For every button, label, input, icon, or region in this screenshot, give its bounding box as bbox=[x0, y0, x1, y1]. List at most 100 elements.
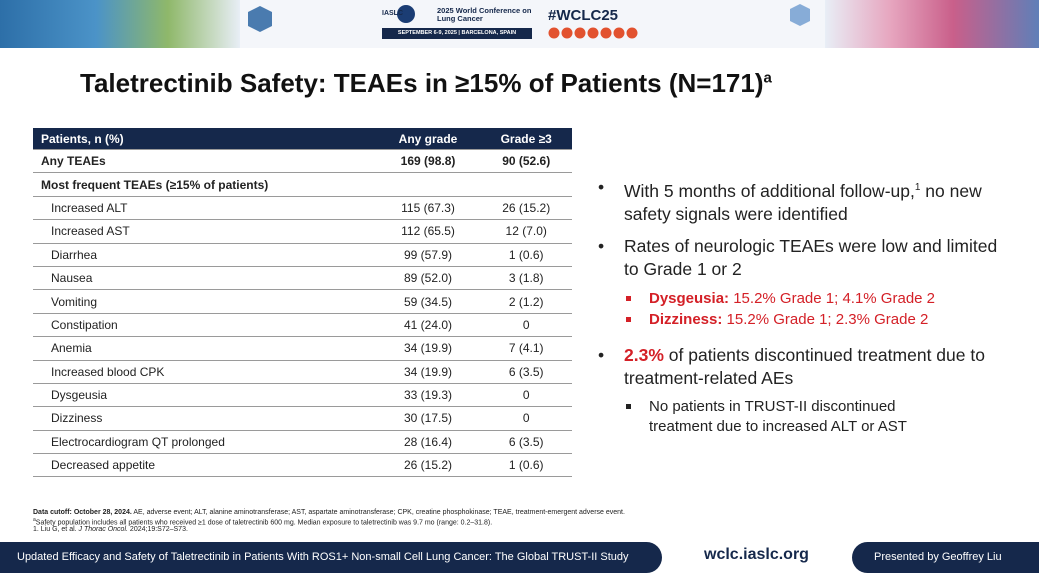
sub-bullet-text: 15.2% Grade 1; 4.1% Grade 2 bbox=[733, 290, 936, 307]
cell-value: 115 (67.3) bbox=[375, 196, 481, 221]
reference-details: 2024;19:S72–S73. bbox=[129, 526, 188, 533]
cell-value: 26 (15.2) bbox=[480, 196, 572, 221]
row-label: Increased AST bbox=[33, 219, 376, 244]
column-header: Patients, n (%) bbox=[33, 128, 376, 150]
table-row: Increased blood CPK 34 (19.9) 6 (3.5) bbox=[33, 360, 572, 384]
banner-image-left bbox=[0, 0, 240, 48]
bullet-reference: 1 bbox=[914, 182, 921, 193]
cell-value: 1 (0.6) bbox=[480, 243, 572, 267]
title-text: Taletrectinib Safety: TEAEs in ≥15% of P… bbox=[80, 68, 764, 98]
footnote: aSafety population includes all patients… bbox=[33, 516, 933, 527]
table-row: Vomiting 59 (34.5) 2 (1.2) bbox=[33, 289, 572, 314]
bullet-text: of patients discontinued treatment due t… bbox=[624, 345, 985, 388]
column-header: Any grade bbox=[375, 128, 481, 150]
footnote: 1. Liu G, et al. J Thorac Oncol. 2024;19… bbox=[33, 525, 933, 534]
sub-bullet-text: 15.2% Grade 1; 2.3% Grade 2 bbox=[726, 311, 929, 328]
cell-value: 34 (19.9) bbox=[375, 360, 481, 384]
table-row: Increased ALT 115 (67.3) 26 (15.2) bbox=[33, 196, 572, 221]
slide-title: Taletrectinib Safety: TEAEs in ≥15% of P… bbox=[80, 68, 772, 99]
reference-journal: J Thorac Oncol. bbox=[78, 526, 128, 533]
cell-value: 33 (19.3) bbox=[375, 383, 481, 408]
conference-dates: SEPTEMBER 6-9, 2025 | BARCELONA, SPAIN bbox=[382, 28, 532, 39]
teae-table: Patients, n (%) Any grade Grade ≥3 Any T… bbox=[33, 128, 572, 478]
sub-bullet-text: No patients in TRUST-II discontinued tre… bbox=[649, 398, 907, 435]
table-row: Constipation 41 (24.0) 0 bbox=[33, 313, 572, 338]
cell-value: 41 (24.0) bbox=[375, 313, 481, 338]
title-superscript: a bbox=[763, 69, 772, 87]
row-label: Increased blood CPK bbox=[33, 360, 376, 384]
row-label: Dizziness bbox=[33, 406, 376, 431]
row-label: Any TEAEs bbox=[33, 149, 376, 174]
banner-image-right bbox=[825, 0, 1039, 48]
org-name: IASLC bbox=[382, 10, 403, 17]
table-row: Any TEAEs 169 (98.8) 90 (52.6) bbox=[33, 149, 572, 174]
social-icons bbox=[548, 27, 638, 39]
footer-presenter: Presented by Geoffrey Liu bbox=[852, 542, 1039, 573]
row-label: Increased ALT bbox=[33, 196, 376, 221]
footnote-abbreviations: AE, adverse event; ALT, alanine aminotra… bbox=[133, 509, 625, 516]
bullet: With 5 months of additional follow-up,1 … bbox=[598, 176, 1000, 226]
reference-authors: Liu G, et al. bbox=[40, 526, 77, 533]
cell-value: 26 (15.2) bbox=[375, 453, 481, 478]
footer-study-title: Updated Efficacy and Safety of Taletrect… bbox=[0, 542, 662, 573]
row-label: Diarrhea bbox=[33, 243, 376, 267]
cell-value: 59 (34.5) bbox=[375, 289, 481, 314]
cell-value: 0 bbox=[480, 406, 572, 431]
table-row: Nausea 89 (52.0) 3 (1.8) bbox=[33, 266, 572, 291]
banner-hexagons bbox=[248, 4, 810, 32]
footer-website[interactable]: wclc.iaslc.org bbox=[704, 546, 809, 563]
table-body: Any TEAEs 169 (98.8) 90 (52.6) Most frequen… bbox=[33, 149, 572, 478]
cell-value: 7 (4.1) bbox=[480, 336, 572, 361]
bullet: 2.3% of patients discontinued treatment … bbox=[598, 344, 1000, 390]
cell-value: 89 (52.0) bbox=[375, 266, 481, 291]
sub-bullet: Dysgeusia: 15.2% Grade 1; 4.1% Grade 2 bbox=[624, 289, 1004, 309]
hashtag: #WCLC25 bbox=[548, 7, 619, 24]
cell-value: 90 (52.6) bbox=[480, 149, 572, 174]
section-row: Most frequent TEAEs (≥15% of patients) bbox=[33, 172, 572, 197]
cell-value: 0 bbox=[480, 383, 572, 408]
footnote-marker: a bbox=[33, 517, 36, 523]
bullet-text: no new safety signals were identified bbox=[624, 180, 982, 224]
row-label: Vomiting bbox=[33, 289, 376, 314]
sub-bullet: Dizziness: 15.2% Grade 1; 2.3% Grade 2 bbox=[624, 310, 1004, 330]
row-label: Constipation bbox=[33, 313, 376, 338]
cell-value: 28 (16.4) bbox=[375, 430, 481, 455]
cell-value: 34 (19.9) bbox=[375, 336, 481, 361]
bullet-text: Rates of neurologic TEAEs were low and l… bbox=[624, 236, 998, 279]
bullet-text: With 5 months of additional follow-up, bbox=[624, 180, 915, 201]
table-row: Anemia 34 (19.9) 7 (4.1) bbox=[33, 336, 572, 361]
cell-value: 99 (57.9) bbox=[375, 243, 481, 267]
column-header: Grade ≥3 bbox=[480, 128, 572, 150]
cell-value: 30 (17.5) bbox=[375, 406, 481, 431]
cell-value: 2 (1.2) bbox=[480, 289, 572, 314]
banner: IASLC 2025 World Conference on Lung Canc… bbox=[0, 0, 1039, 48]
table-row: Dizziness 30 (17.5) 0 bbox=[33, 406, 572, 431]
footnote: Data cutoff: October 28, 2024. AE, adver… bbox=[33, 508, 933, 517]
bullet-highlight: 2.3% bbox=[624, 345, 664, 365]
cell-value: 112 (65.5) bbox=[375, 219, 481, 244]
row-label: Anemia bbox=[33, 336, 376, 361]
section-label: Most frequent TEAEs (≥15% of patients) bbox=[33, 172, 572, 197]
table-row: Diarrhea 99 (57.9) 1 (0.6) bbox=[33, 243, 572, 267]
cell-value: 12 (7.0) bbox=[480, 219, 572, 244]
table-header-row: Patients, n (%) Any grade Grade ≥3 bbox=[33, 128, 572, 150]
sub-bullet-label: Dizziness: bbox=[649, 311, 723, 328]
cell-value: 6 (3.5) bbox=[480, 430, 572, 455]
sub-bullet-label: Dysgeusia: bbox=[649, 290, 730, 307]
cell-value: 0 bbox=[480, 313, 572, 338]
table-row: Decreased appetite 26 (15.2) 1 (0.6) bbox=[33, 453, 572, 478]
row-label: Nausea bbox=[33, 266, 376, 291]
table-row: Dysgeusia 33 (19.3) 0 bbox=[33, 383, 572, 408]
cell-value: 1 (0.6) bbox=[480, 453, 572, 478]
conference-name: 2025 World Conference on Lung Cancer bbox=[437, 6, 532, 23]
table-row: Increased AST 112 (65.5) 12 (7.0) bbox=[33, 219, 572, 244]
cell-value: 6 (3.5) bbox=[480, 360, 572, 384]
footnote-cutoff: Data cutoff: October 28, 2024. bbox=[33, 509, 132, 516]
row-label: Electrocardiogram QT prolonged bbox=[33, 430, 376, 455]
row-label: Decreased appetite bbox=[33, 453, 376, 478]
reference-number: 1. bbox=[33, 526, 39, 533]
cell-value: 3 (1.8) bbox=[480, 266, 572, 291]
row-label: Dysgeusia bbox=[33, 383, 376, 408]
bullet: Rates of neurologic TEAEs were low and l… bbox=[598, 235, 1000, 281]
